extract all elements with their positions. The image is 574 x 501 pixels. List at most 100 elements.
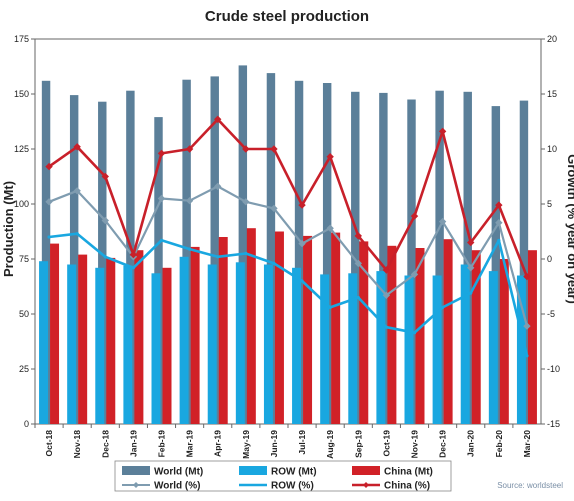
bar-china-Sep-19 xyxy=(359,241,369,424)
x-tick-label: Apr-19 xyxy=(213,430,223,457)
legend: World (Mt) ROW (Mt) China (Mt) World (%) ROW… xyxy=(114,460,452,492)
bar-row-Oct-18 xyxy=(39,261,49,424)
bar-world-Jul-19 xyxy=(294,80,304,425)
y-right-tick-label: 0 xyxy=(547,254,552,264)
y-left-tick-label: 125 xyxy=(14,144,29,154)
point-world-Jun-19 xyxy=(270,204,278,213)
bar-row-Dec-18 xyxy=(95,267,105,424)
x-tick-label: Sep-19 xyxy=(353,430,363,458)
bar-world-Mar-20 xyxy=(519,100,529,424)
x-tick-label: Nov-18 xyxy=(72,430,82,459)
x-tick-label: Jun-19 xyxy=(269,430,279,458)
bar-row-Jun-19 xyxy=(263,264,273,424)
legend-label-china: China (%) xyxy=(384,481,430,492)
point-world-Dec-19 xyxy=(438,217,447,226)
bar-world-Nov-18 xyxy=(69,95,79,424)
point-china-Oct-19 xyxy=(382,266,391,274)
line-row xyxy=(48,232,529,357)
y-right-tick-label: -15 xyxy=(547,419,560,429)
x-tick-label: Jul-19 xyxy=(297,430,307,455)
bar-china-Jul-19 xyxy=(303,235,313,424)
y-left-tick-label: 50 xyxy=(19,309,29,319)
y-left-tick-label: 175 xyxy=(14,34,29,44)
x-tick-label: Nov-19 xyxy=(410,430,420,459)
bars-group xyxy=(39,65,537,425)
point-row-Aug-19 xyxy=(328,305,332,309)
point-world-Apr-19 xyxy=(214,182,222,191)
bar-row-Mar-20 xyxy=(516,275,526,424)
point-row-Jun-19 xyxy=(272,261,276,265)
bar-china-May-19 xyxy=(246,228,256,424)
point-world-Feb-19 xyxy=(157,194,166,203)
bar-china-Jan-20 xyxy=(471,250,481,424)
y-right-tick-label: 10 xyxy=(547,144,557,154)
bar-row-Jan-20 xyxy=(460,264,470,424)
point-china-Sep-19 xyxy=(354,232,362,240)
bar-china-Aug-19 xyxy=(331,232,341,424)
y-axis-left-label: Production (Mt) xyxy=(1,181,16,277)
point-world-Mar-20 xyxy=(523,322,531,330)
point-china-Feb-20 xyxy=(495,201,503,209)
point-row-Jan-19 xyxy=(131,266,135,270)
bar-china-Dec-19 xyxy=(443,239,453,424)
point-china-Dec-19 xyxy=(438,127,447,136)
point-row-May-19 xyxy=(244,251,248,256)
bar-world-Oct-19 xyxy=(379,92,388,425)
point-row-Sep-19 xyxy=(356,295,360,300)
y-left-tick-label: 150 xyxy=(14,89,29,99)
bar-row-Mar-19 xyxy=(179,256,189,424)
bar-china-Mar-19 xyxy=(190,246,200,424)
point-china-Mar-19 xyxy=(185,145,194,153)
x-tick-label: Mar-20 xyxy=(522,430,532,458)
x-tick-label: Mar-19 xyxy=(185,430,195,458)
point-china-Aug-19 xyxy=(326,152,334,161)
point-world-Feb-20 xyxy=(495,218,503,227)
bar-china-Oct-19 xyxy=(387,245,397,424)
point-world-Oct-19 xyxy=(382,291,391,300)
point-china-Mar-20 xyxy=(523,272,531,281)
point-world-Jan-20 xyxy=(467,264,475,272)
point-row-Nov-18 xyxy=(75,232,79,236)
bar-china-Nov-19 xyxy=(415,248,425,424)
line-world xyxy=(48,185,529,327)
line-china xyxy=(48,118,529,278)
point-china-Apr-19 xyxy=(214,115,222,124)
x-tick-label: Dec-19 xyxy=(438,430,448,458)
bar-china-Jun-19 xyxy=(274,231,284,424)
y-right-tick-label: 20 xyxy=(547,34,557,44)
point-row-Feb-20 xyxy=(497,238,501,242)
point-china-Dec-18 xyxy=(101,172,109,181)
y-axis-right: -15 -10 -5 0 5 10 15 20 xyxy=(541,34,560,429)
bar-china-Feb-19 xyxy=(162,267,172,424)
legend-box xyxy=(114,460,452,492)
point-row-Feb-19 xyxy=(159,238,164,242)
bar-world-Dec-18 xyxy=(98,101,107,424)
x-tick-label: Feb-20 xyxy=(494,430,504,458)
point-row-Apr-19 xyxy=(216,255,220,259)
legend-marker-world xyxy=(133,482,139,488)
source-note: Source: worldsteel xyxy=(497,481,563,490)
point-china-Jul-19 xyxy=(298,201,306,209)
point-world-Mar-19 xyxy=(185,196,194,205)
bar-row-Aug-19 xyxy=(320,274,330,424)
bar-world-Jun-19 xyxy=(266,73,276,424)
point-world-Nov-18 xyxy=(73,187,81,195)
y-left-tick-label: 100 xyxy=(14,199,29,209)
x-tick-label: Oct-19 xyxy=(381,430,391,457)
bar-world-Oct-18 xyxy=(41,80,51,425)
point-china-Jan-20 xyxy=(467,238,475,247)
y-right-tick-label: 15 xyxy=(547,89,557,99)
x-tick-label: Jan-19 xyxy=(128,430,138,457)
legend-swatch-world-mt xyxy=(122,466,150,475)
bar-world-Jan-20 xyxy=(463,91,472,425)
point-row-Jul-19 xyxy=(300,279,304,283)
x-tick-label: Jan-20 xyxy=(466,430,476,457)
bar-row-Oct-19 xyxy=(376,271,386,424)
point-china-Nov-18 xyxy=(73,143,81,151)
bar-world-Feb-20 xyxy=(491,106,501,424)
point-china-Jan-19 xyxy=(129,250,138,259)
y-left-tick-label: 75 xyxy=(19,254,29,264)
bar-world-Apr-19 xyxy=(210,76,219,425)
point-china-Feb-19 xyxy=(157,149,166,158)
